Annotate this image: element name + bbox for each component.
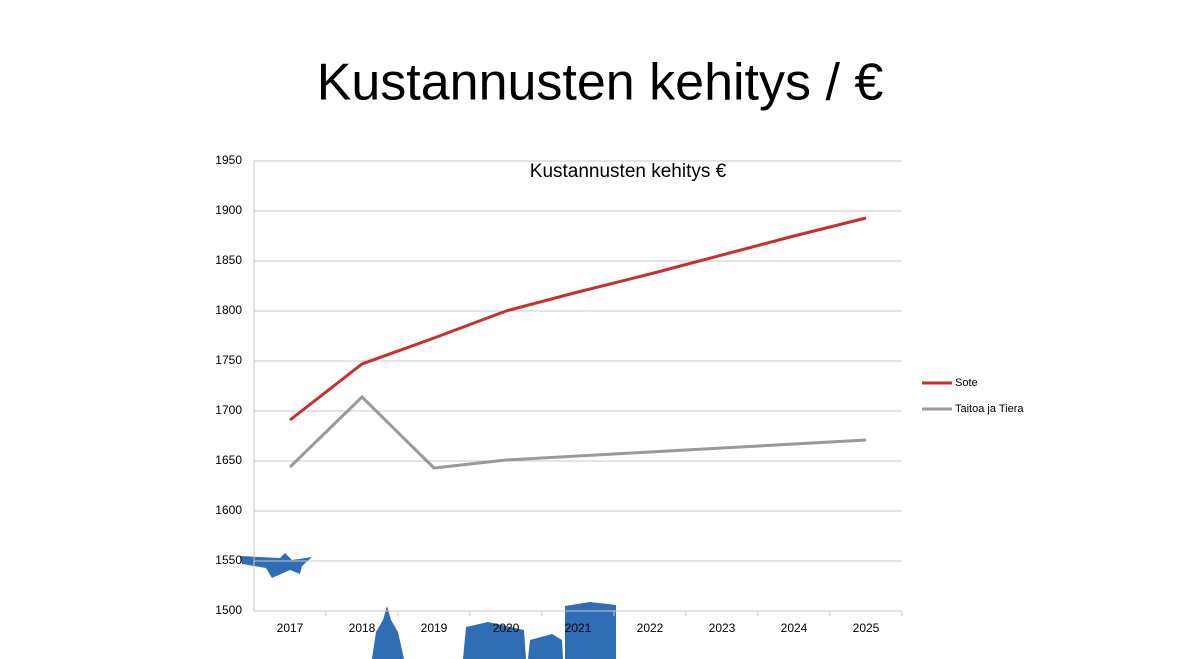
building [463,622,526,659]
y-tick-label: 1900 [215,203,242,217]
x-tick-label: 2017 [277,621,304,635]
airplane [240,553,312,578]
building [528,634,563,659]
x-tick-label: 2024 [781,621,808,635]
decoration [240,553,616,659]
y-tick-label: 1700 [215,403,242,417]
chart-title: Kustannusten kehitys € [530,161,727,182]
x-tick-label: 2021 [565,621,592,635]
legend-label: Taitoa ja Tiera [955,403,1024,415]
y-tick-label: 1550 [215,553,242,567]
slide-title: Kustannusten kehitys / € [317,54,884,112]
y-tick-label: 1950 [215,153,242,167]
y-tick-label: 1800 [215,303,242,317]
line-series [288,394,867,470]
x-tick-label: 2023 [709,621,736,635]
line-series [289,216,867,422]
building [565,602,616,659]
y-tick-label: 1850 [215,253,242,267]
x-tick-label: 2020 [493,621,520,635]
y-tick-label: 1500 [215,603,242,617]
legend-label: Sote [955,377,978,389]
x-tick-label: 2019 [421,621,448,635]
x-tick-label: 2018 [349,621,376,635]
x-tick-label: 2025 [853,621,880,635]
y-tick-label: 1650 [215,453,242,467]
y-tick-label: 1600 [215,503,242,517]
tower [372,606,404,659]
y-tick-label: 1750 [215,353,242,367]
x-tick-label: 2022 [637,621,664,635]
